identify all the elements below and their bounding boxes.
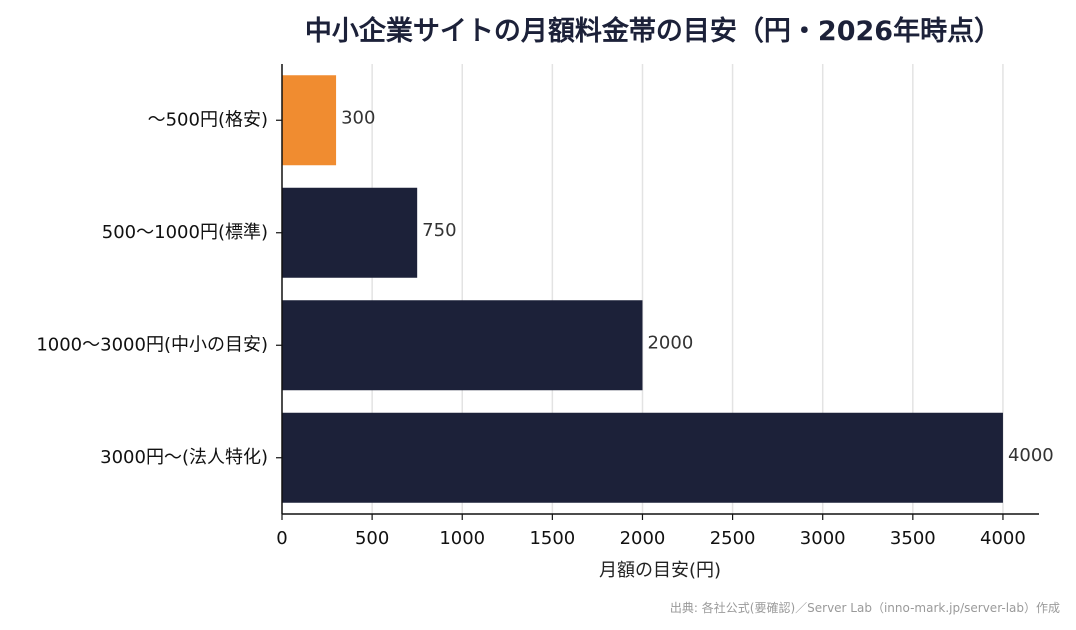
bars [282, 75, 1003, 503]
category-label: 〜500円(格安) [148, 109, 268, 130]
x-tick-label: 2500 [710, 528, 756, 549]
labels: 〜500円(格安) 300 500〜1000円(標準) 750 1000〜3000円(中… [36, 107, 1053, 549]
bar [282, 300, 643, 391]
gridlines [371, 64, 1004, 514]
category-label: 1000〜3000円(中小の目安) [36, 334, 268, 355]
value-label: 2000 [647, 332, 693, 353]
x-tick-label: 500 [355, 528, 389, 549]
x-tick-label: 3000 [800, 528, 846, 549]
x-tick-label: 1500 [529, 528, 575, 549]
x-tick-label: 1000 [439, 528, 485, 549]
value-label: 750 [422, 220, 456, 241]
category-label: 3000円〜(法人特化) [100, 447, 268, 468]
x-tick-label: 0 [276, 528, 287, 549]
x-tick-label: 2000 [620, 528, 666, 549]
x-tick-label: 4000 [980, 528, 1026, 549]
bar [282, 412, 1003, 503]
source-note: 出典: 各社公式(要確認)／Server Lab（inno-mark.jp/se… [670, 600, 1060, 615]
bar [282, 187, 418, 278]
x-axis-title: 月額の目安(円) [599, 560, 721, 581]
bar [282, 75, 337, 166]
category-label: 500〜1000円(標準) [102, 222, 268, 243]
chart-title: 中小企業サイトの月額料金帯の目安（円・2026年時点） [305, 15, 1001, 47]
x-tick-label: 3500 [890, 528, 936, 549]
axes [276, 64, 1039, 520]
value-label: 300 [341, 107, 375, 128]
value-label: 4000 [1008, 445, 1054, 466]
